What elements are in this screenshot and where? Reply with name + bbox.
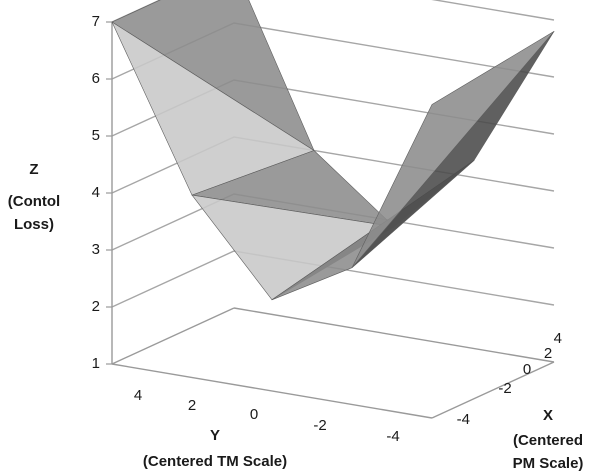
z-axis-title-line: Z (29, 161, 38, 178)
x-axis-title-line: (Centered (513, 432, 583, 449)
y-tick-label: 0 (250, 406, 258, 423)
x-tick-label: 4 (554, 330, 562, 347)
y-tick-label: 2 (188, 397, 196, 414)
x-axis-title-line: X (543, 407, 553, 424)
x-tick-label: 2 (544, 345, 552, 362)
y-axis-title: Y (Centered TM Scale) (143, 427, 287, 470)
y-axis-title-line: Y (210, 427, 220, 444)
z-axis-title-line: (Contol (8, 193, 60, 210)
surface (111, 0, 555, 301)
x-tick-label: 0 (523, 361, 531, 378)
floor-right-edge (233, 307, 555, 363)
y-axis-title-line: (Centered TM Scale) (143, 453, 287, 470)
surface-facet (351, 31, 555, 269)
z-tick-label: 2 (92, 298, 100, 315)
z-tick-label: 7 (92, 13, 100, 30)
x-tick-label: -4 (457, 411, 470, 428)
y-tick-label: -2 (313, 417, 326, 434)
z-axis-title: Z (Contol Loss) (8, 161, 60, 233)
z-tick-label: 6 (92, 70, 100, 87)
x-axis-title: X (Centered PM Scale) (513, 407, 584, 472)
axes (106, 21, 555, 419)
z-tick-label: 1 (92, 355, 100, 372)
y-tick-label: 4 (134, 387, 142, 404)
z-tick-label: 4 (92, 184, 100, 201)
y-axis-line (111, 363, 433, 419)
gridline (111, 250, 555, 308)
z-tick-labels: 1 2 3 4 5 6 7 (92, 13, 100, 372)
x-axis-line (431, 361, 555, 419)
y-tick-labels: 4 2 0 -2 -4 (134, 387, 400, 445)
x-tick-labels: 4 2 0 -2 -4 (457, 330, 562, 428)
x-axis-title-line: PM Scale) (513, 455, 584, 472)
floor-back-edge (111, 307, 235, 365)
x-tick-label: -2 (498, 380, 511, 397)
z-tick-label: 3 (92, 241, 100, 258)
y-tick-label: -4 (386, 428, 399, 445)
z-axis-title-line: Loss) (14, 216, 54, 233)
z-tick-label: 5 (92, 127, 100, 144)
